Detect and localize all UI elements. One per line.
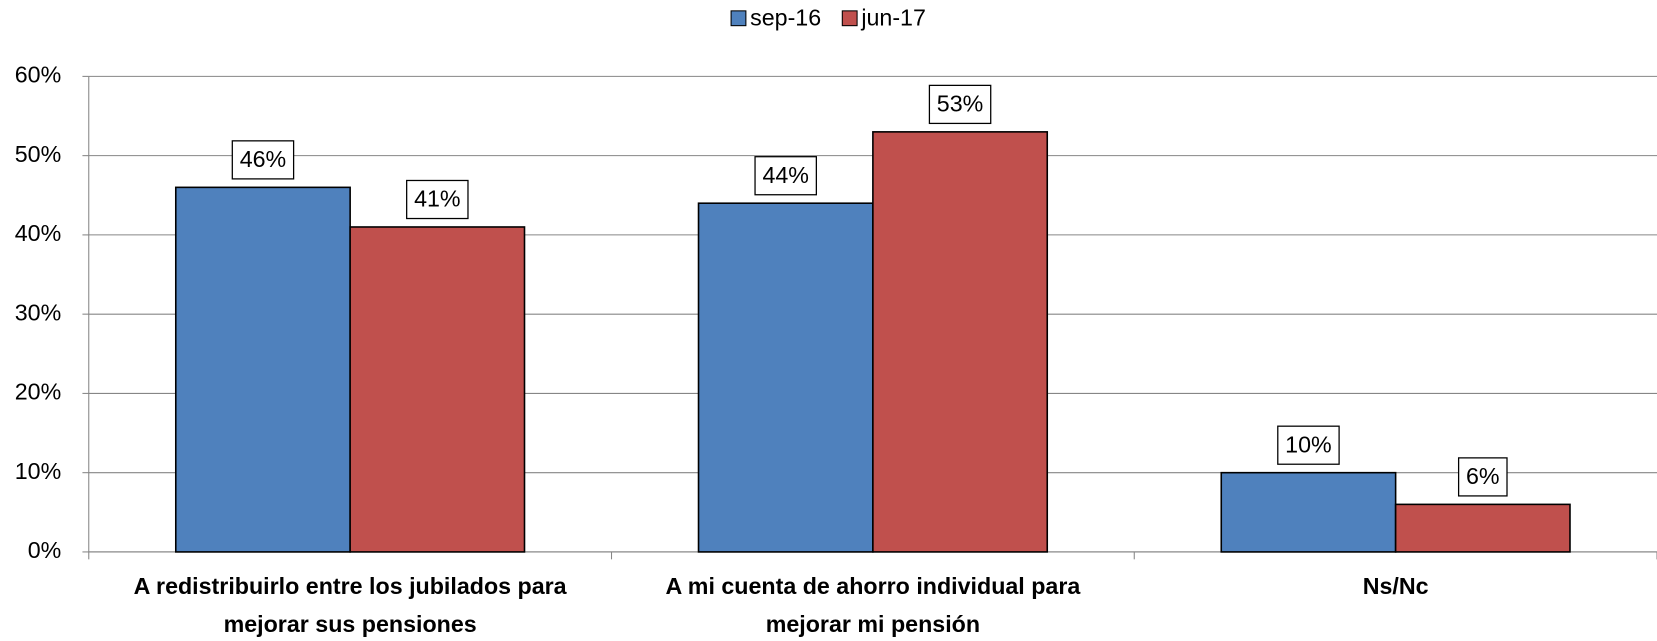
value-label: 41% xyxy=(414,186,461,212)
legend-swatch xyxy=(730,10,747,27)
x-tick-label: A mi cuenta de ahorro individual para xyxy=(665,573,1081,599)
y-tick-label: 0% xyxy=(28,537,62,563)
legend-label: sep-16 xyxy=(750,4,821,30)
bar xyxy=(1220,471,1397,553)
value-label-box xyxy=(231,140,295,180)
value-label-box xyxy=(1277,425,1340,465)
y-tick-label: 60% xyxy=(15,62,62,88)
y-tick-label: 30% xyxy=(15,299,62,325)
y-tick-label: 40% xyxy=(15,220,62,246)
value-label: 53% xyxy=(937,91,984,117)
value-label-box xyxy=(406,179,469,220)
bar xyxy=(872,131,1049,553)
value-label: 46% xyxy=(240,146,287,172)
value-label: 6% xyxy=(1466,463,1500,489)
value-label: 10% xyxy=(1285,431,1332,457)
y-tick-label: 50% xyxy=(15,141,62,167)
bar xyxy=(697,202,874,553)
x-tick-label: A redistribuirlo entre los jubilados par… xyxy=(134,573,568,599)
legend-swatch xyxy=(841,10,858,27)
legend-label: jun-17 xyxy=(860,4,926,30)
x-tick-label: Ns/Nc xyxy=(1363,573,1429,599)
y-tick-label: 10% xyxy=(15,458,62,484)
y-tick-label: 20% xyxy=(15,379,62,405)
value-label-box xyxy=(1457,457,1508,497)
value-label-box xyxy=(928,84,992,125)
bar xyxy=(1394,503,1571,553)
value-label: 44% xyxy=(762,162,809,188)
value-label-box xyxy=(754,156,817,196)
x-tick-label: mejorar mi pensión xyxy=(766,611,980,637)
bar xyxy=(174,186,351,553)
bar xyxy=(349,226,526,553)
x-tick-label: mejorar sus pensiones xyxy=(224,611,477,637)
